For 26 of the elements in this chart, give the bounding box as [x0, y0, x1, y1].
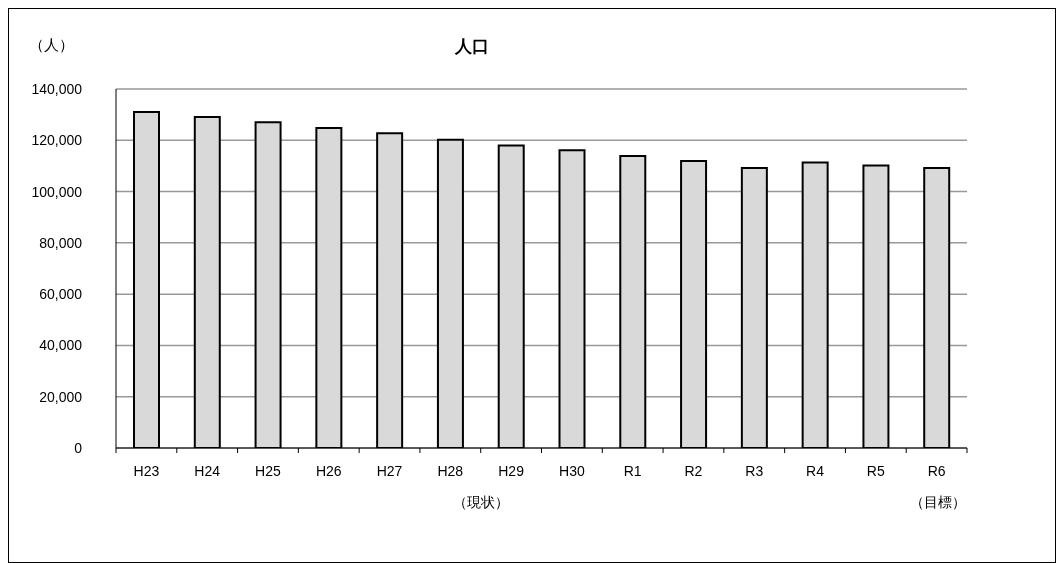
y-tick-label: 0 — [74, 439, 83, 456]
x-tick-label: H24 — [194, 463, 221, 479]
chart-title: 人口 — [455, 37, 489, 56]
y-tick-label: 40,000 — [39, 337, 83, 354]
x-tick-label: R4 — [806, 463, 825, 479]
x-tick-label: H29 — [498, 463, 525, 479]
x-tick-label: H23 — [133, 463, 160, 479]
x-tick-label: R3 — [745, 463, 764, 479]
x-tick-label: H26 — [315, 463, 342, 479]
y-axis-title: （人） — [29, 36, 74, 55]
x-tick-label: H25 — [255, 463, 282, 479]
y-tick-label: 100,000 — [31, 183, 83, 200]
y-tick-label: 80,000 — [39, 234, 83, 251]
text: （目標） — [910, 494, 966, 512]
y-tick-label: 60,000 — [39, 286, 83, 303]
y-tick-label: 120,000 — [31, 132, 83, 149]
y-tick-label: 20,000 — [39, 388, 83, 405]
x-tick-label: R2 — [684, 463, 703, 479]
y-tick-label: 140,000 — [31, 80, 83, 97]
x-tick-label: R1 — [623, 463, 642, 479]
x-tick-label: R6 — [927, 463, 946, 479]
x-tick-label: H30 — [559, 463, 585, 479]
x-tick-label: H27 — [376, 463, 403, 479]
x-tick-label: R5 — [866, 463, 885, 479]
text: （現状） — [453, 494, 509, 512]
x-tick-label: H28 — [437, 463, 464, 479]
